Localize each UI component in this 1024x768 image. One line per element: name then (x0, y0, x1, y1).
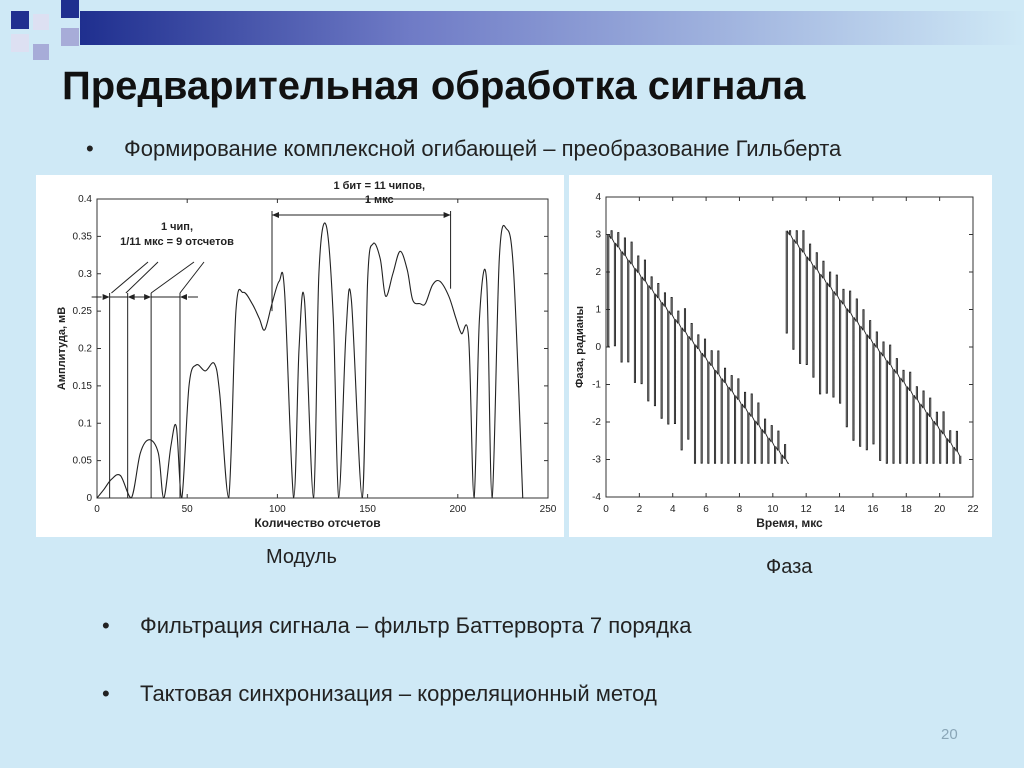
x-tick-label: 50 (182, 504, 194, 515)
chip-arrow-head (144, 294, 152, 300)
chip-pointer-lines (111, 261, 205, 294)
y-tick-label: -3 (592, 455, 601, 466)
x-tick-label: 0 (94, 504, 100, 515)
phase-chart: 0 2 4 6 8 10 12 14 16 18 20 22 -4 -3 -2 -1 0 1 2 3 4 Время, м… (569, 175, 992, 537)
y-tick-label: 0.35 (73, 231, 93, 242)
decor-square-4 (33, 44, 49, 60)
bullet-text: Формирование комплексной огибающей – пре… (124, 136, 842, 161)
x-axis-label: Количество отсчетов (254, 516, 380, 530)
x-tick-label: 20 (934, 504, 946, 515)
caption-phase: Фаза (766, 556, 813, 578)
x-tick-label: 2 (637, 504, 643, 515)
y-tick-label: 3 (595, 230, 601, 241)
chip-annotation-line2: 1/11 мкс = 9 отсчетов (120, 236, 234, 248)
x-tick-label: 250 (540, 504, 557, 515)
decor-square-3 (61, 28, 79, 46)
bit-arrow-head (443, 212, 451, 218)
caption-module: Модуль (266, 546, 337, 568)
decor-bar (80, 11, 1024, 45)
x-tick-label: 12 (801, 504, 813, 515)
x-tick-label: 6 (703, 504, 709, 515)
chip-arrow-head (102, 294, 110, 300)
y-tick-label: 0.15 (73, 381, 93, 392)
decor-square-5 (11, 34, 29, 52)
bullet-dot: • (86, 136, 94, 161)
y-tick-label: 0.1 (78, 418, 92, 429)
bullet-dot: • (102, 613, 110, 638)
slide-number: 20 (941, 726, 958, 743)
phase-series-line (607, 230, 962, 464)
bit-annotation-line1: 1 бит = 11 чипов, (333, 180, 425, 192)
x-tick-label: 16 (867, 504, 879, 515)
amplitude-chart: 0 50 100 150 200 250 0 0.05 0.1 0.15 0.2 0.25 0.3 0.3… (36, 175, 564, 537)
y-tick-label: 0.2 (78, 344, 92, 355)
x-tick-label: 150 (359, 504, 376, 515)
y-tick-label: 0.3 (78, 269, 92, 280)
decor-square-2 (61, 0, 79, 18)
y-tick-label: 0 (595, 342, 601, 353)
amplitude-chart-svg: 0 50 100 150 200 250 0 0.05 0.1 0.15 0.2 0.25 0.3 0.3… (56, 180, 557, 530)
chip-annotation-line1: 1 чип, (161, 221, 193, 233)
x-tick-label: 22 (967, 504, 979, 515)
y-tick-label: 0 (86, 493, 92, 504)
y-tick-label: 0.25 (73, 306, 93, 317)
x-tick-label: 8 (737, 504, 743, 515)
x-axis-label: Время, мкс (756, 516, 823, 530)
x-tick-label: 10 (767, 504, 779, 515)
y-tick-label: 2 (595, 267, 601, 278)
decor-square-6 (33, 14, 49, 30)
y-tick-label: 0.05 (73, 456, 93, 467)
bullet-item-3: • Тактовая синхронизация – корреляционный… (102, 681, 657, 707)
x-tick-label: 200 (449, 504, 466, 515)
bullet-item-2: • Фильтрация сигнала – фильтр Баттерворта… (102, 613, 691, 639)
bullet-text: Тактовая синхронизация – корреляционный … (140, 681, 657, 706)
bullet-text: Фильтрация сигнала – фильтр Баттерворта … (140, 613, 692, 638)
y-tick-label: -4 (592, 492, 601, 503)
y-tick-label: 0.4 (78, 194, 92, 205)
x-tick-label: 18 (901, 504, 913, 515)
slide-title: Предварительная обработка сигнала (62, 64, 806, 108)
bit-arrow-head (271, 212, 279, 218)
x-tick-label: 0 (603, 504, 609, 515)
y-tick-label: -2 (592, 417, 601, 428)
decor-square-1 (11, 11, 29, 29)
y-tick-label: -1 (592, 380, 601, 391)
x-tick-label: 100 (269, 504, 286, 515)
chip-arrow-head (127, 294, 135, 300)
y-axis-label: Фаза, радианы (574, 306, 586, 388)
y-tick-label: 4 (595, 192, 601, 203)
bullet-item-1: • Формирование комплексной огибающей – пр… (86, 136, 841, 162)
envelope-series-line (96, 222, 524, 499)
x-tick-label: 14 (834, 504, 846, 515)
y-tick-label: 1 (595, 305, 601, 316)
bullet-dot: • (102, 681, 110, 706)
chip-arrow-head (179, 294, 187, 300)
bit-annotation-line2: 1 мкс (365, 194, 394, 206)
x-tick-label: 4 (670, 504, 676, 515)
y-axis-label: Амплитуда, мВ (56, 307, 68, 390)
